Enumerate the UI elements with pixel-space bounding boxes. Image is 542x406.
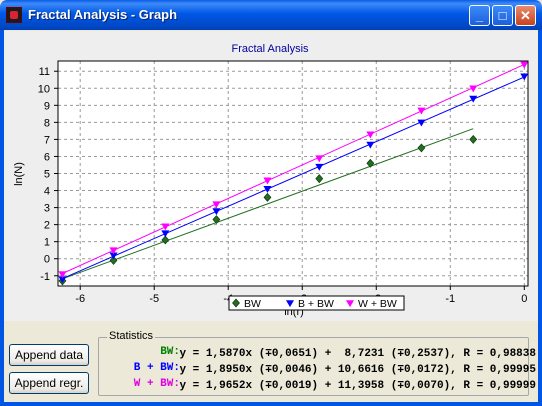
data-point-w-bw bbox=[161, 223, 170, 231]
window-frame bbox=[0, 30, 542, 406]
chart-title: Fractal Analysis bbox=[231, 43, 309, 55]
data-point-bw bbox=[366, 158, 375, 168]
data-point-bw bbox=[469, 134, 478, 144]
y-tick-label: 4 bbox=[44, 186, 50, 198]
y-tick-label: 10 bbox=[38, 83, 50, 95]
data-point-b-bw bbox=[520, 73, 529, 81]
data-point-bw bbox=[315, 174, 324, 184]
x-tick-label: -5 bbox=[149, 293, 159, 305]
data-point-b-bw bbox=[212, 208, 221, 216]
chart-legend: BW B + BW W + BW bbox=[228, 295, 405, 311]
data-point-w-bw bbox=[263, 177, 272, 185]
y-tick-label: 7 bbox=[44, 134, 50, 146]
data-point-bw bbox=[417, 143, 426, 153]
legend-label-b-bw: B + BW bbox=[298, 298, 334, 310]
legend-box bbox=[228, 295, 405, 311]
fit-line-bw bbox=[62, 128, 474, 280]
x-tick-label: 0 bbox=[521, 293, 527, 305]
data-point-b-bw bbox=[315, 163, 324, 171]
data-point-b-bw bbox=[366, 141, 375, 149]
stat-line-b-bw: y = 1,8950x (∓0,0046) + 10,6616 (∓0,0172… bbox=[179, 364, 536, 376]
data-point-w-bw bbox=[366, 131, 375, 139]
y-axis-label: ln(N) bbox=[13, 162, 25, 186]
stat-label-bw: BW: bbox=[160, 346, 180, 358]
data-point-bw bbox=[263, 192, 272, 202]
data-point-b-bw bbox=[161, 230, 170, 238]
y-tick-label: 2 bbox=[44, 220, 50, 232]
data-point-b-bw bbox=[417, 119, 426, 127]
stat-line-w-bw: y = 1,9652x (∓0,0019) + 11,3958 (∓0,0070… bbox=[179, 380, 536, 392]
y-tick-label: 11 bbox=[39, 66, 50, 78]
append-regression-button[interactable]: Append regr. bbox=[9, 372, 89, 394]
append-data-button[interactable]: Append data bbox=[9, 344, 89, 366]
maximize-button[interactable]: □ bbox=[492, 5, 513, 26]
close-button[interactable]: ✕ bbox=[515, 5, 536, 26]
title-bar[interactable]: Fractal Analysis - Graph _ □ ✕ bbox=[0, 0, 542, 30]
y-tick-label: 5 bbox=[44, 169, 50, 181]
data-point-w-bw bbox=[315, 155, 324, 163]
y-tick-label: -1 bbox=[40, 271, 50, 283]
fit-line-b-bw bbox=[62, 76, 525, 280]
x-tick-label: -6 bbox=[75, 293, 85, 305]
data-point-w-bw bbox=[520, 61, 529, 69]
y-tick-label: 6 bbox=[44, 151, 50, 163]
data-point-bw bbox=[212, 215, 221, 224]
legend-marker-w-bw bbox=[345, 300, 355, 308]
y-tick-label: 0 bbox=[44, 254, 50, 266]
legend-label-w-bw: W + BW bbox=[358, 298, 397, 310]
data-point-w-bw bbox=[417, 107, 426, 115]
legend-marker-b-bw bbox=[285, 300, 295, 308]
y-tick-label: 3 bbox=[44, 203, 50, 215]
data-point-b-bw bbox=[263, 186, 272, 193]
data-point-w-bw bbox=[212, 201, 221, 209]
window-title: Fractal Analysis - Graph bbox=[28, 7, 178, 22]
fit-line-w-bw bbox=[62, 64, 525, 274]
plot-frame bbox=[57, 60, 529, 287]
stat-label-b-bw: B + BW: bbox=[133, 362, 180, 374]
statistics-label: Statistics bbox=[107, 330, 156, 342]
statistics-groupbox bbox=[98, 337, 529, 396]
app-icon bbox=[6, 7, 22, 23]
y-tick-label: 1 bbox=[44, 237, 50, 249]
x-tick-label: -1 bbox=[445, 293, 455, 305]
minimize-button[interactable]: _ bbox=[469, 5, 490, 26]
data-point-w-bw bbox=[469, 85, 478, 93]
data-point-w-bw bbox=[58, 271, 67, 279]
data-point-w-bw bbox=[109, 247, 118, 255]
y-tick-label: 9 bbox=[44, 100, 50, 112]
legend-marker-bw bbox=[232, 298, 240, 308]
data-point-b-bw bbox=[469, 95, 478, 103]
legend-label-bw: BW bbox=[244, 298, 261, 310]
data-point-bw bbox=[161, 235, 170, 245]
stat-line-bw: y = 1,5870x (∓0,0651) + 8,7231 (∓0,2537)… bbox=[179, 348, 536, 360]
y-tick-label: 8 bbox=[44, 117, 50, 129]
stat-label-w-bw: W + BW: bbox=[133, 378, 180, 390]
x-tick-label: -4 bbox=[223, 293, 233, 305]
data-point-bw bbox=[109, 255, 118, 265]
